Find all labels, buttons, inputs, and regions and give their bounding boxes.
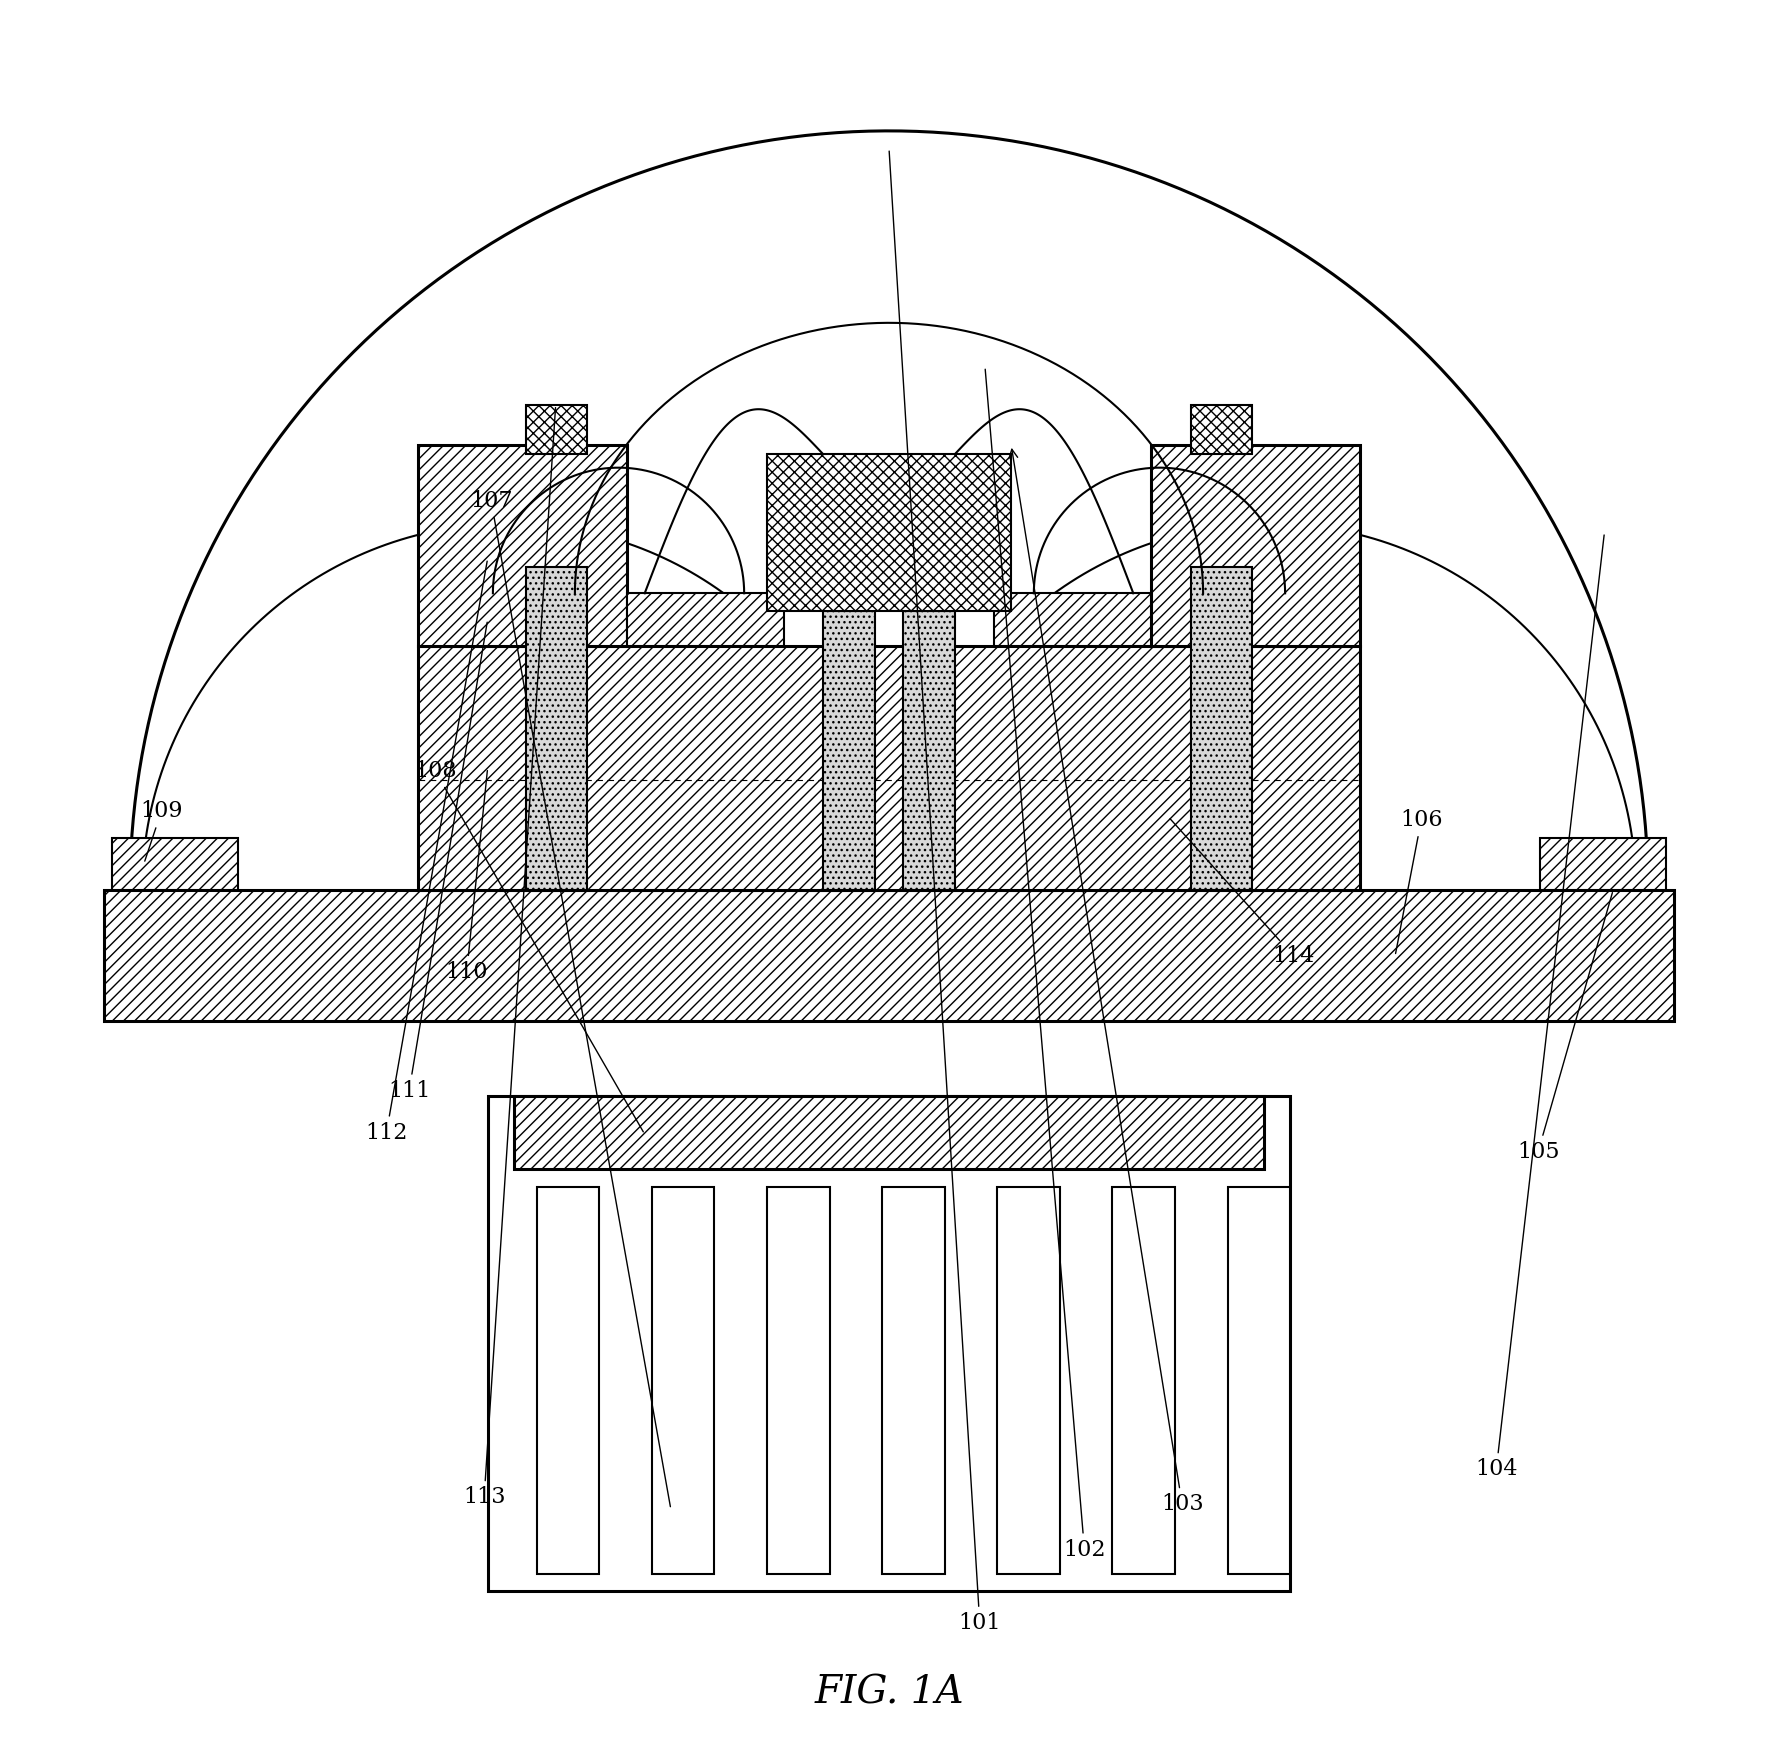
Bar [766,454,1012,611]
Bar [766,1187,830,1574]
Bar [994,593,1150,646]
Bar [526,567,587,890]
Text: 101: 101 [889,152,1001,1633]
Bar [997,1187,1060,1574]
Bar [628,593,784,646]
Bar [1540,838,1666,890]
Text: 113: 113 [462,408,555,1508]
Text: 111: 111 [388,623,487,1101]
Bar [103,890,1675,1021]
Bar [903,611,955,890]
Bar [418,646,1360,890]
Text: 109: 109 [140,801,183,860]
Bar [1191,567,1252,890]
Text: 105: 105 [1517,893,1613,1162]
Bar [1150,445,1360,646]
Text: 107: 107 [469,490,670,1506]
Bar [487,1096,1291,1591]
Text: 106: 106 [1396,810,1442,953]
Text: 112: 112 [364,562,487,1143]
Bar [653,1187,715,1574]
Text: 114: 114 [1170,818,1316,967]
Text: 102: 102 [985,370,1106,1560]
Bar [537,1187,599,1574]
Bar [526,405,587,454]
Bar [1191,405,1252,454]
Text: 103: 103 [1008,448,1204,1515]
Text: FIG. 1A: FIG. 1A [814,1673,964,1712]
Bar [112,838,238,890]
Text: 110: 110 [446,771,487,982]
Bar [1227,1187,1291,1574]
Text: 108: 108 [414,761,644,1133]
Bar [882,1187,944,1574]
Bar [514,1096,1264,1169]
Bar [823,611,875,890]
Text: 104: 104 [1476,536,1604,1480]
Bar [418,445,628,646]
Bar [1113,1187,1175,1574]
